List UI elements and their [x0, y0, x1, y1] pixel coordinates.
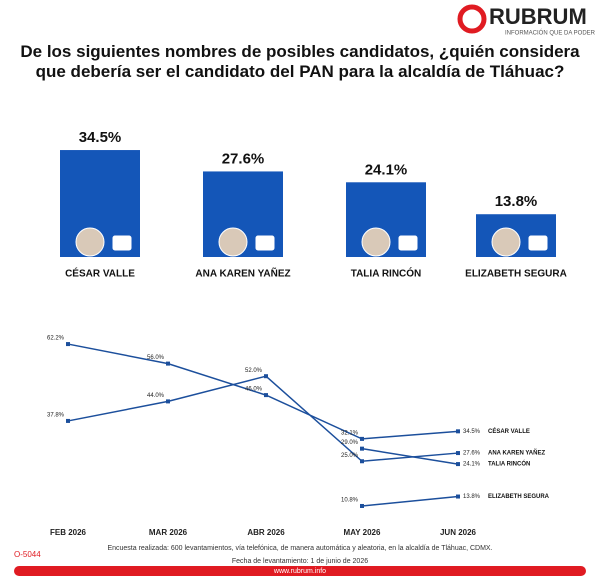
x-tick-label: FEB 2026	[50, 528, 87, 537]
photo	[361, 227, 391, 257]
x-tick-label: MAR 2026	[149, 528, 188, 537]
logo-ring	[457, 4, 487, 34]
date: Fecha de levantamiento: 1 de junio de 20…	[232, 558, 368, 565]
series-name: ELIZABETH SEGURA	[488, 494, 550, 500]
category-label: CÉSAR VALLE	[65, 267, 135, 280]
value-label: 27.6%	[222, 150, 265, 167]
point-label: 46.0%	[245, 387, 263, 393]
point	[166, 399, 170, 404]
point-label: 27.6%	[463, 451, 481, 457]
photo	[218, 227, 248, 257]
photo	[491, 227, 521, 257]
point-label: 34.5%	[463, 429, 481, 435]
footer-bar	[14, 566, 586, 576]
point-label: 29.0%	[341, 440, 359, 446]
party-logo	[111, 234, 133, 252]
series-line	[361, 495, 459, 507]
point	[456, 462, 460, 467]
tagline: INFORMACIÓN QUE DA PODER	[505, 30, 596, 37]
chart-title: De los siguientes nombres de posibles ca…	[20, 42, 580, 81]
point-label: 10.8%	[341, 498, 359, 504]
series-name: TALIA RINCÓN	[488, 460, 530, 468]
point	[66, 418, 70, 423]
brand: RUBRUM	[489, 4, 587, 29]
category-label: ELIZABETH SEGURA	[465, 269, 567, 280]
x-tick-label: ABR 2026	[247, 528, 285, 537]
series-line	[361, 447, 459, 465]
point	[456, 429, 460, 434]
party-logo	[397, 234, 419, 252]
x-tick-label: MAY 2026	[344, 528, 381, 537]
point	[360, 436, 364, 441]
point	[66, 342, 70, 347]
point-label: 37.8%	[47, 413, 65, 419]
x-tick-label: JUN 2026	[440, 528, 477, 537]
series-name: ANA KAREN YAÑEZ	[488, 450, 545, 457]
point	[360, 459, 364, 464]
point	[264, 374, 268, 379]
value-label: 34.5%	[79, 129, 122, 146]
point	[264, 393, 268, 398]
point-label: 56.0%	[147, 355, 165, 361]
code: O-5044	[14, 550, 41, 559]
value-label: 13.8%	[495, 193, 538, 210]
title-box: De los siguientes nombres de posibles ca…	[20, 42, 580, 81]
url: www.rubrum.info	[273, 568, 326, 575]
value-label: 24.1%	[365, 161, 408, 178]
note: Encuesta realizada: 600 levantamientos, …	[107, 545, 492, 552]
series-name: CÉSAR VALLE	[488, 427, 530, 435]
point-label: 62.2%	[47, 336, 65, 342]
point-label: 13.8%	[463, 494, 481, 500]
point	[456, 494, 460, 499]
point	[360, 503, 364, 508]
party-logo	[254, 234, 276, 252]
point-label: 44.0%	[147, 393, 165, 399]
point-label: 52.0%	[245, 368, 263, 374]
point-label: 32.1%	[341, 430, 359, 436]
category-label: TALIA RINCÓN	[351, 267, 422, 280]
point	[456, 451, 460, 456]
category-label: ANA KAREN YAÑEZ	[195, 267, 290, 280]
party-logo	[527, 234, 549, 252]
point-label: 25.0%	[341, 453, 359, 459]
point	[360, 446, 364, 451]
point-label: 24.1%	[463, 462, 481, 468]
point	[166, 361, 170, 366]
photo	[75, 227, 105, 257]
